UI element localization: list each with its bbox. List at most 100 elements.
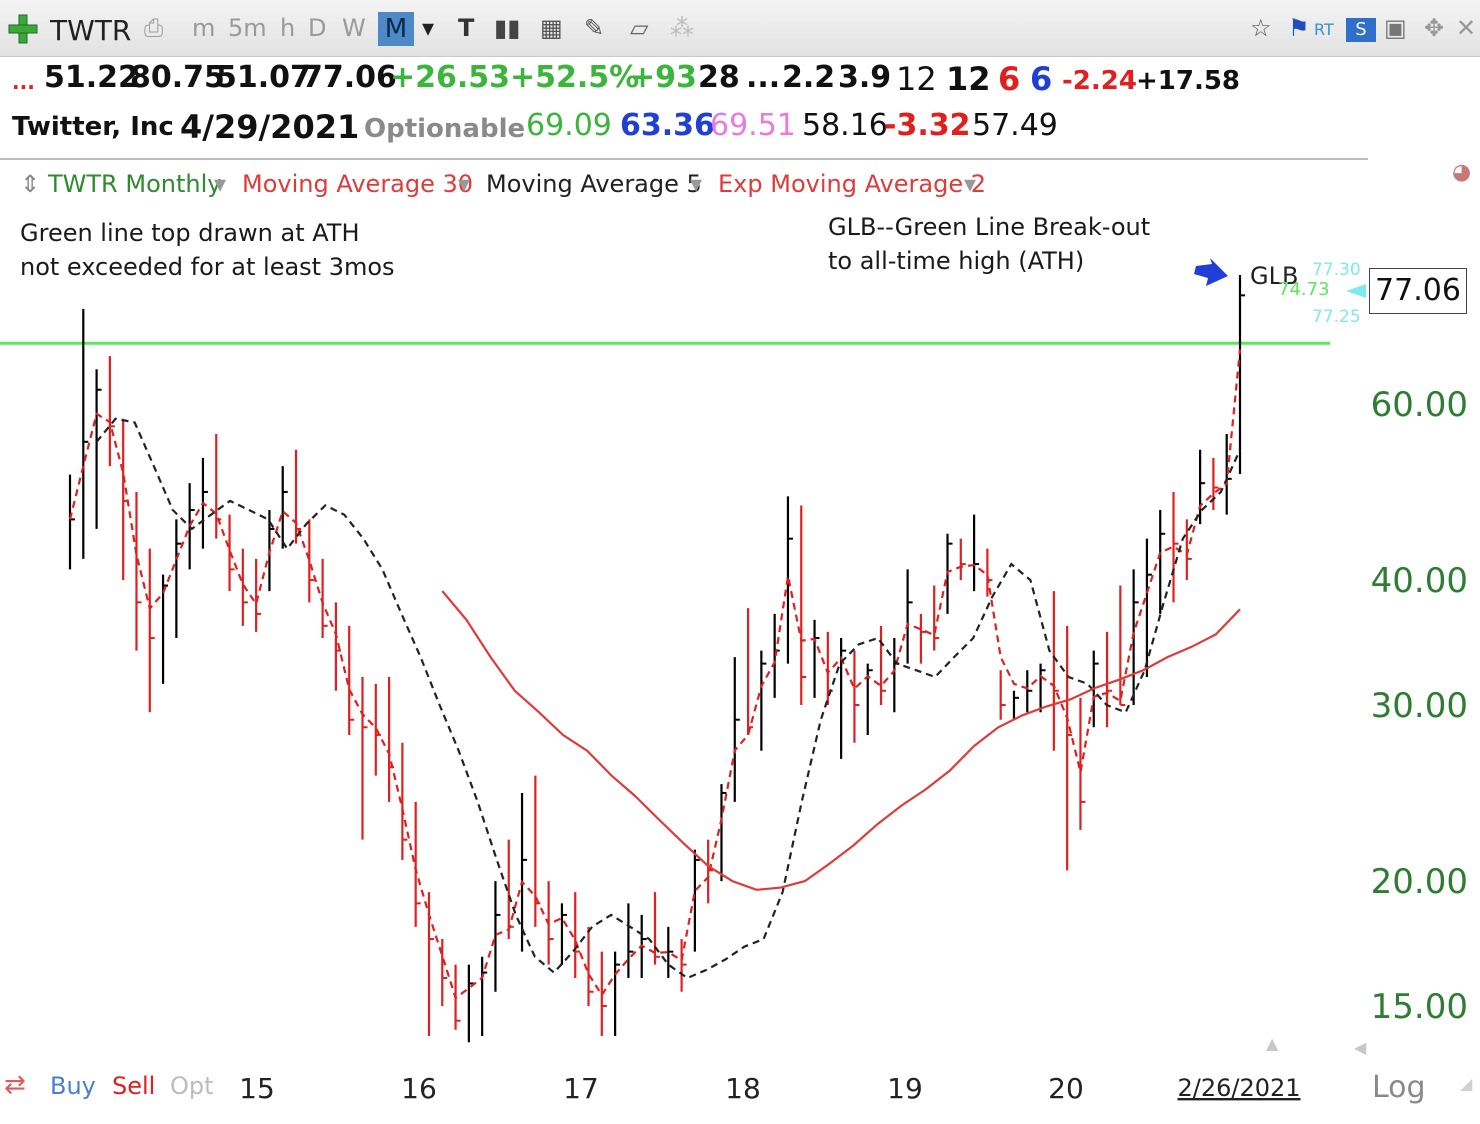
ohlc-bars xyxy=(68,275,1245,1043)
print-icon[interactable]: ⎙ xyxy=(144,14,164,42)
star-icon[interactable]: ☆ xyxy=(1250,14,1272,42)
x-end-date-label: 2/26/2021 xyxy=(1177,1074,1300,1102)
chart-markers xyxy=(1194,258,1366,298)
quote-w6: 57.49 xyxy=(972,108,1058,143)
move-icon[interactable]: ✥ xyxy=(1424,14,1445,42)
note-icon[interactable]: ▱ xyxy=(630,14,649,42)
chevron-down-icon[interactable]: ▾ xyxy=(458,170,471,198)
flag-icon[interactable]: ⚑ xyxy=(1288,14,1310,42)
interval-m[interactable]: m xyxy=(192,14,216,42)
interval-d[interactable]: D xyxy=(308,14,327,42)
quote-date: 4/29/2021 xyxy=(180,108,360,146)
x-axis: 15 16 17 18 19 20 2/26/2021 xyxy=(239,1072,1300,1105)
x-tick-label: 18 xyxy=(725,1072,761,1105)
save-icon[interactable]: ▣ xyxy=(1384,14,1407,42)
close-icon[interactable]: ✕ xyxy=(1456,14,1477,42)
rt-icon[interactable]: RT xyxy=(1314,20,1334,39)
x-tick-label: 19 xyxy=(887,1072,923,1105)
interval-w[interactable]: W xyxy=(342,14,366,42)
interval-m-active[interactable]: M xyxy=(378,12,414,46)
table-icon[interactable]: ▦ xyxy=(540,14,563,42)
pencil-icon[interactable]: ✎ xyxy=(584,14,605,42)
quote-w1: 69.09 xyxy=(526,108,612,143)
y-tick-label: 60.00 xyxy=(1371,385,1468,425)
quote-w4: 58.16 xyxy=(802,108,888,143)
high-value: 80.75 xyxy=(130,60,225,95)
quote-v8: 6 xyxy=(998,60,1021,98)
y-axis: 15.00 20.00 30.00 40.00 60.00 xyxy=(1371,385,1468,1027)
scroll-left-icon[interactable]: ◀ xyxy=(1354,1038,1367,1057)
bar-style-icon[interactable]: ▮▮ xyxy=(494,14,521,42)
chart-toolbar: TWTR ⎙ m 5m h D W M ▾ T ▮▮ ▦ ✎ ▱ ⁂ ☆ ⚑ R… xyxy=(0,0,1480,57)
price-label-green: 74.73 xyxy=(1278,279,1330,300)
quote-v5: 3.9 xyxy=(838,60,892,95)
study-handle-icon[interactable]: ⇕ xyxy=(20,170,41,198)
s-icon[interactable]: S xyxy=(1346,18,1376,42)
chevron-down-icon[interactable]: ▾ xyxy=(964,170,977,198)
quote-dots: ... xyxy=(12,70,35,94)
quote-v4: 2.2 xyxy=(782,60,836,95)
x-tick-label: 15 xyxy=(239,1072,275,1105)
optionable-label: Optionable xyxy=(364,114,526,144)
annotation-left-line1: Green line top drawn at ATH xyxy=(20,219,360,247)
interval-h[interactable]: h xyxy=(280,14,296,42)
chevron-down-icon[interactable]: ▾ xyxy=(690,170,703,198)
x-tick-label: 16 xyxy=(401,1072,437,1105)
ema2-line xyxy=(68,349,1242,1000)
ma5-line xyxy=(95,417,1242,980)
quote-v1: +93 xyxy=(630,60,697,95)
quote-w2: 63.36 xyxy=(620,108,715,143)
buy-sell-arrows-icon[interactable]: ⇄ xyxy=(4,1070,26,1100)
study-ema2-label[interactable]: Exp Moving Average 2 xyxy=(718,170,987,198)
symbol-input[interactable]: TWTR xyxy=(50,14,132,47)
scroll-up-icon[interactable]: ▲ xyxy=(1266,1034,1279,1053)
x-tick-label: 20 xyxy=(1048,1072,1084,1105)
palette-icon[interactable]: ◕ xyxy=(1452,160,1472,185)
quote-v10: -2.24 xyxy=(1062,66,1137,96)
y-tick-label: 15.00 xyxy=(1371,987,1468,1027)
quote-w5: -3.32 xyxy=(884,108,971,143)
dropdown-icon[interactable]: ▾ xyxy=(422,14,435,42)
corner-icon[interactable]: ◢ xyxy=(1460,1074,1473,1093)
quote-v2: 28 xyxy=(698,60,740,95)
study-legend-bar: ⇕ TWTR Monthly ▾ Moving Average 30 ▾ Mov… xyxy=(0,158,1368,208)
sell-button[interactable]: Sell xyxy=(112,1072,156,1100)
study-main-label[interactable]: TWTR Monthly xyxy=(48,170,222,198)
glb-label: GLB xyxy=(1250,262,1299,290)
company-name: Twitter, Inc xyxy=(12,112,174,142)
ma30-line xyxy=(441,590,1241,891)
y-tick-label: 20.00 xyxy=(1371,862,1468,902)
change-pct-value: +52.5% xyxy=(510,60,640,95)
interval-5m[interactable]: 5m xyxy=(228,14,267,42)
quote-v6: 12 xyxy=(896,60,937,98)
y-tick-label: 40.00 xyxy=(1371,561,1468,601)
text-tool-icon[interactable]: T xyxy=(458,14,475,42)
ma-lines xyxy=(68,349,1242,1000)
y-tick-label: 30.00 xyxy=(1371,686,1468,726)
annotation-left-line2: not exceeded for at least 3mos xyxy=(20,253,395,281)
open-value: 51.22 xyxy=(44,60,139,95)
x-tick-label: 17 xyxy=(563,1072,599,1105)
share-icon[interactable]: ⁂ xyxy=(670,14,694,42)
study-ma5-label[interactable]: Moving Average 5 xyxy=(486,170,702,198)
chevron-down-icon[interactable]: ▾ xyxy=(214,170,227,198)
annotation-right-line1: GLB--Green Line Break-out xyxy=(828,213,1151,241)
study-ma30-label[interactable]: Moving Average 30 xyxy=(242,170,474,198)
quote-v11: +17.58 xyxy=(1136,66,1241,96)
quote-v3: ... xyxy=(746,60,781,95)
low-value: 51.07 xyxy=(216,60,311,95)
quote-row-1: ... 51.22 80.75 51.07 77.06 +26.53 +52.5… xyxy=(0,60,1480,104)
opt-button[interactable]: Opt xyxy=(170,1072,214,1100)
annotation-right: GLB--Green Line Break-out to all-time hi… xyxy=(828,210,1150,278)
log-scale-toggle[interactable]: Log xyxy=(1372,1070,1426,1105)
quote-v9: 6 xyxy=(1030,60,1053,98)
annotation-right-line2: to all-time high (ATH) xyxy=(828,247,1085,275)
last-price-box: 77.06 xyxy=(1369,268,1467,314)
close-value: 77.06 xyxy=(302,60,397,95)
cyan-price-marker-icon xyxy=(1346,284,1366,298)
quote-w3: 69.51 xyxy=(710,108,796,143)
add-symbol-icon[interactable] xyxy=(8,14,38,44)
buy-button[interactable]: Buy xyxy=(50,1072,96,1100)
blue-arrow-icon xyxy=(1194,258,1228,286)
